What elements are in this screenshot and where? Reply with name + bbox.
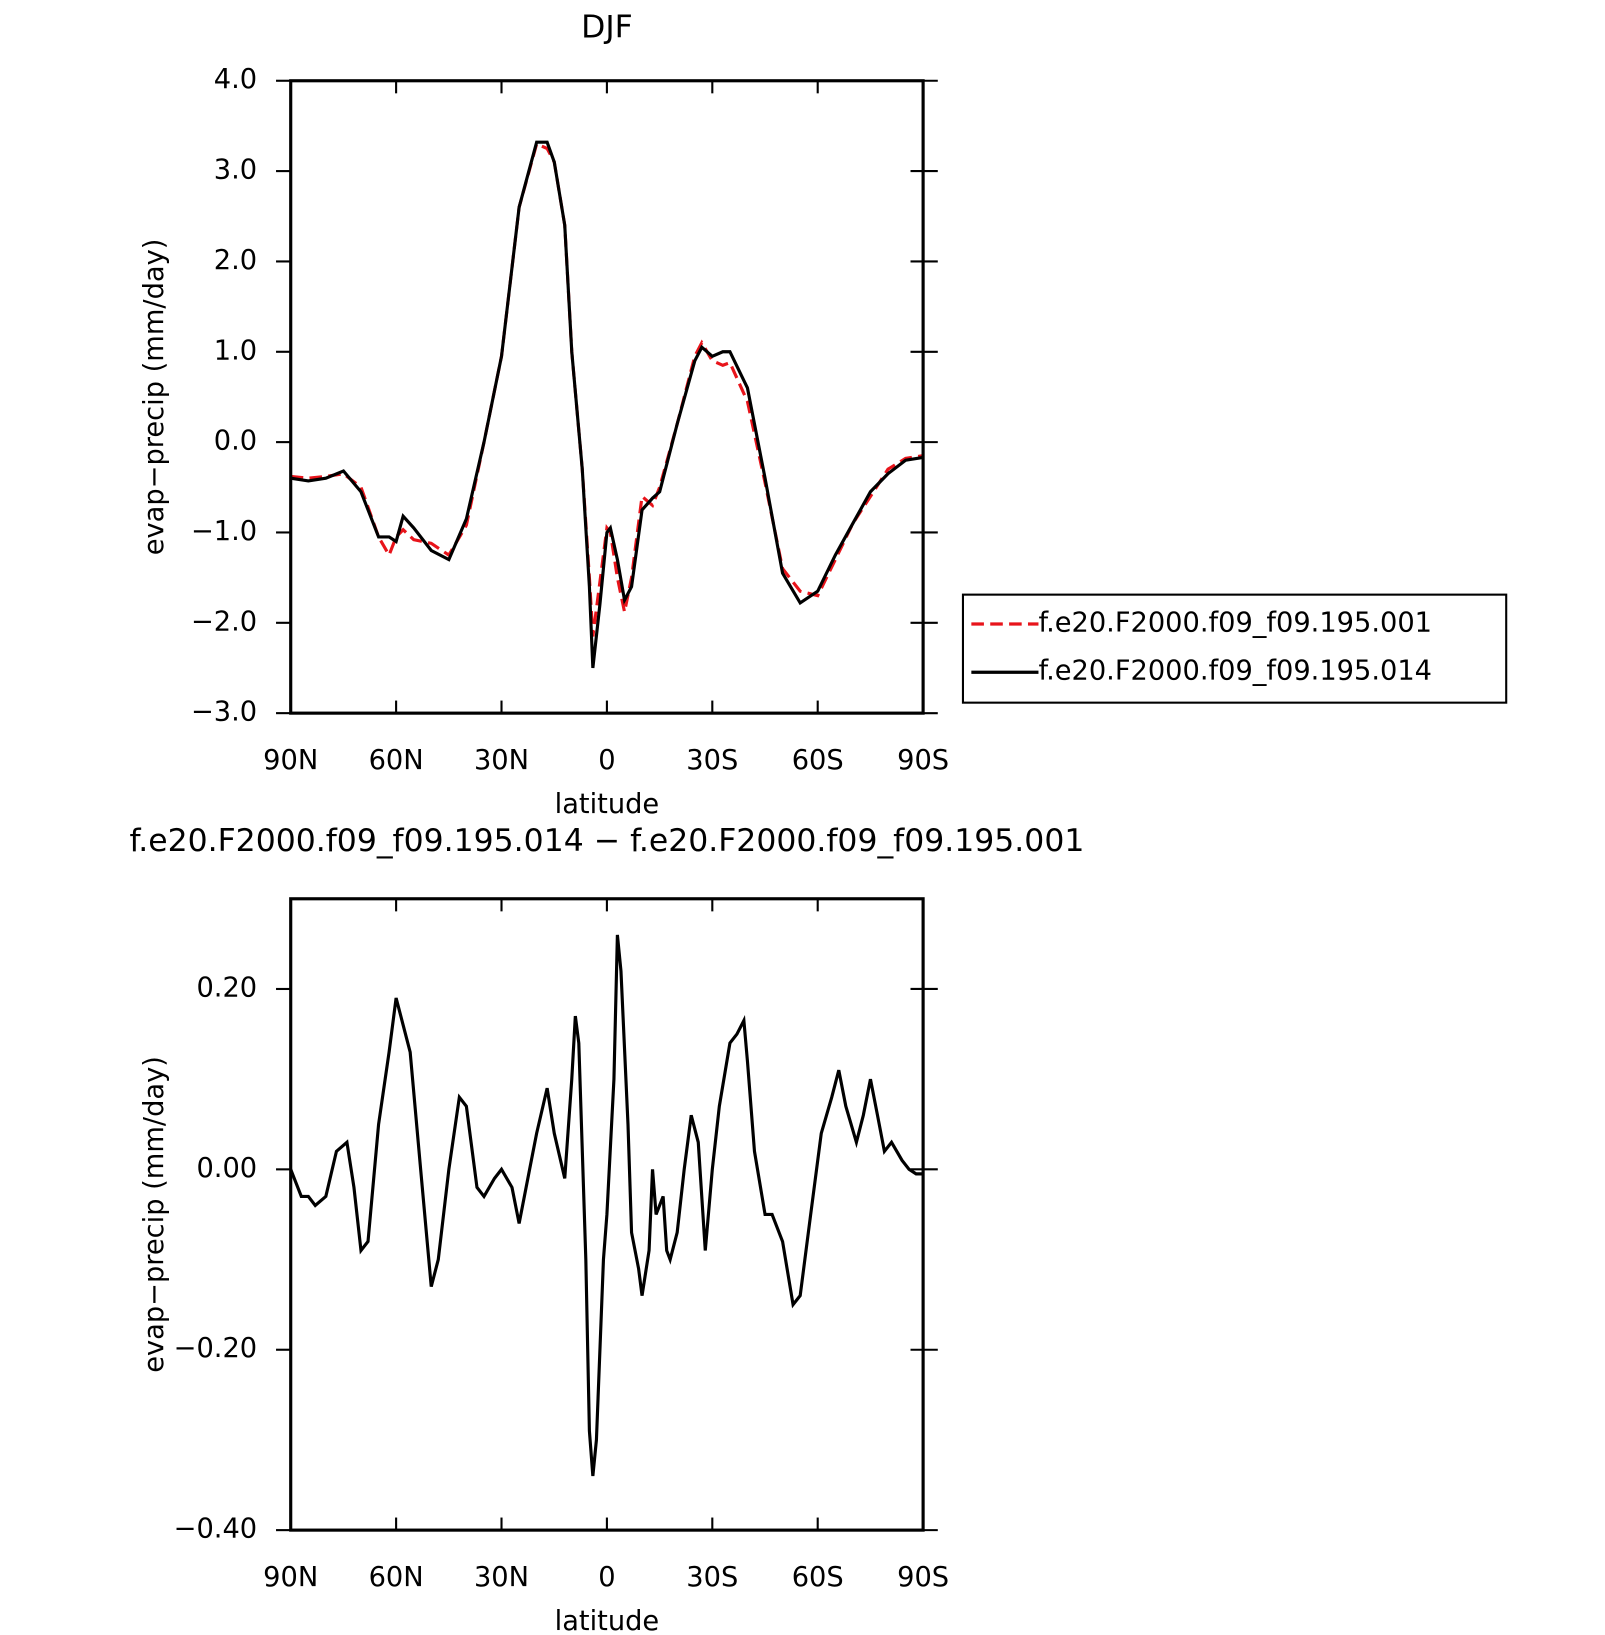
x-axis-label: latitude [555, 789, 660, 820]
legend-label: f.e20.F2000.f09_f09.195.014 [1038, 656, 1432, 687]
data-line [290, 140, 924, 669]
y-axis-label: evap−precip (mm/day) [139, 239, 170, 556]
y-tick-label: 0.20 [196, 972, 257, 1003]
y-tick-label: −0.20 [174, 1333, 258, 1364]
chart-title: f.e20.F2000.f09_f09.195.014 − f.e20.F200… [129, 823, 1084, 859]
plot-frame [289, 897, 925, 1532]
y-axis-label: evap−precip (mm/day) [139, 1056, 170, 1373]
x-tick-label: 30N [474, 1562, 529, 1593]
x-tick-label: 90N [263, 1562, 318, 1593]
y-tick-label: −1.0 [191, 516, 257, 547]
x-tick-label: 60S [792, 1562, 844, 1593]
x-axis-label: latitude [555, 1606, 660, 1635]
legend-label: f.e20.F2000.f09_f09.195.001 [1038, 608, 1432, 639]
x-tick-label: 60N [369, 1562, 424, 1593]
x-tick-label: 0 [598, 745, 615, 776]
y-tick-label: −0.40 [174, 1514, 258, 1545]
data-line [289, 934, 924, 1477]
x-tick-label: 90N [263, 745, 318, 776]
x-tick-label: 90S [897, 1562, 949, 1593]
y-tick-label: 3.0 [214, 155, 257, 186]
x-tick-label: 30N [474, 745, 529, 776]
y-tick-label: −2.0 [191, 606, 257, 637]
y-tick-label: 0.00 [196, 1153, 257, 1184]
y-tick-label: 4.0 [214, 64, 257, 95]
y-tick-label: 2.0 [214, 245, 257, 276]
y-tick-label: 0.0 [214, 426, 257, 457]
y-tick-label: −3.0 [191, 697, 257, 728]
x-tick-label: 30S [686, 745, 738, 776]
plot-frame [289, 79, 925, 715]
x-tick-label: 90S [897, 745, 949, 776]
x-tick-label: 30S [686, 1562, 738, 1593]
chart-title: DJF [581, 9, 633, 45]
data-line [290, 141, 924, 637]
x-tick-label: 60N [369, 745, 424, 776]
x-tick-label: 0 [598, 1562, 615, 1593]
y-tick-label: 1.0 [214, 335, 257, 366]
legend-box [961, 593, 1508, 704]
x-tick-label: 60S [792, 745, 844, 776]
